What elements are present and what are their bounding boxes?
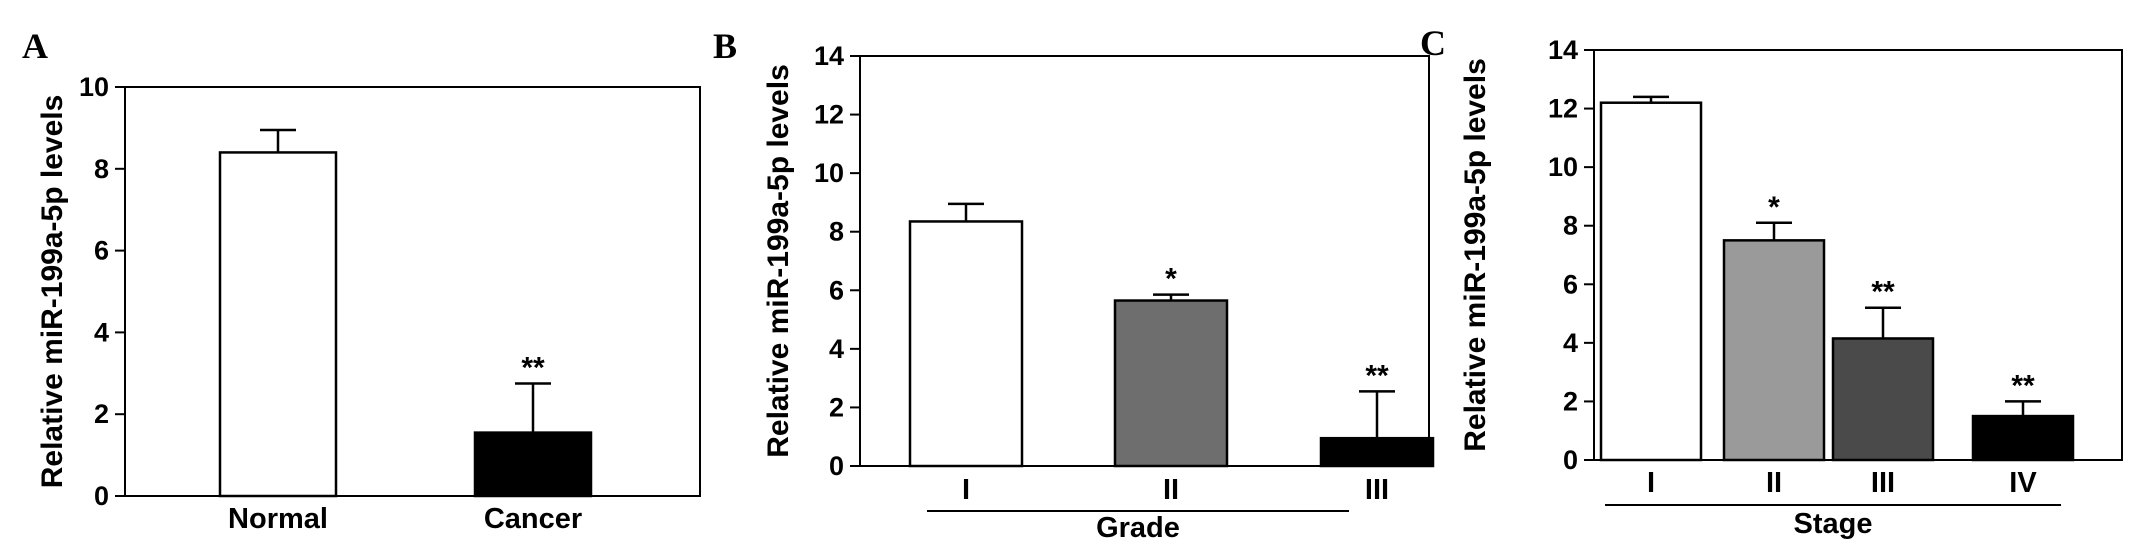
y-tick-label: 4 <box>94 317 109 347</box>
category-label: I <box>1647 467 1655 499</box>
significance-marker: * <box>1165 263 1177 296</box>
significance-marker: ** <box>521 352 545 385</box>
y-tick-label: 14 <box>814 41 844 71</box>
panel-b-y-axis-label: Relative miR-199a-5p levels <box>762 64 795 458</box>
panel-c-letter: C <box>1420 23 1446 63</box>
bar-ii <box>1722 239 1826 462</box>
y-tick-label: 8 <box>829 217 844 247</box>
significance-marker: ** <box>1365 359 1389 392</box>
y-tick-label: 0 <box>829 451 844 481</box>
y-tick-label: 6 <box>94 236 109 266</box>
panel-b: B Relative miR-199a-5p levels 0 2 4 6 8 10 12 14 I… <box>713 26 1435 544</box>
panel-c-y-axis-label: Relative miR-199a-5p levels <box>1459 58 1492 452</box>
plot-frame <box>124 86 701 497</box>
significance-marker: * <box>1768 191 1780 224</box>
bar-iv <box>1971 414 2075 462</box>
panel-b-letter: B <box>713 26 737 66</box>
y-tick-label: 4 <box>1563 328 1578 358</box>
category-label: Normal <box>228 503 328 535</box>
y-tick-label: 2 <box>829 392 844 422</box>
y-tick-label: 4 <box>829 334 844 364</box>
category-label: Cancer <box>484 503 582 535</box>
y-tick-label: 8 <box>1563 211 1578 241</box>
panel-a: A Relative miR-199a-5p levels 0 2 4 6 8 10 Norma… <box>22 26 701 535</box>
category-label: II <box>1766 467 1782 499</box>
bar-ii <box>1113 299 1229 468</box>
bar-i <box>1599 101 1703 462</box>
panel-c: C Relative miR-199a-5p levels 0 2 4 6 8 10 12 14 I… <box>1420 23 2123 540</box>
group-label: Stage <box>1794 508 1873 540</box>
y-tick-label: 10 <box>79 72 109 102</box>
y-tick-label: 2 <box>1563 386 1578 416</box>
y-tick-label: 12 <box>1548 94 1578 124</box>
significance-marker: ** <box>1871 276 1895 309</box>
bar-iii <box>1319 436 1435 468</box>
y-tick-label: 14 <box>1548 35 1578 65</box>
y-tick-label: 0 <box>94 481 109 511</box>
category-label: I <box>962 474 970 506</box>
y-tick-label: 8 <box>94 154 109 184</box>
bar-normal <box>218 151 338 498</box>
y-tick-label: 6 <box>1563 269 1578 299</box>
bar-iii <box>1831 337 1935 462</box>
bar-i <box>908 220 1024 468</box>
y-tick-label: 10 <box>1548 152 1578 182</box>
panel-a-letter: A <box>22 26 48 66</box>
y-tick-label: 2 <box>94 399 109 429</box>
y-tick-label: 6 <box>829 275 844 305</box>
y-tick-label: 12 <box>814 100 844 130</box>
category-label: III <box>1871 467 1895 499</box>
group-label: Grade <box>1096 512 1180 544</box>
y-tick-label: 10 <box>814 158 844 188</box>
category-label: III <box>1365 474 1389 506</box>
y-tick-label: 0 <box>1563 445 1578 475</box>
category-label: II <box>1163 474 1179 506</box>
bar-cancer <box>473 431 593 498</box>
significance-marker: ** <box>2011 369 2035 402</box>
category-label: IV <box>2009 467 2037 499</box>
panel-a-y-axis-label: Relative miR-199a-5p levels <box>36 95 69 489</box>
